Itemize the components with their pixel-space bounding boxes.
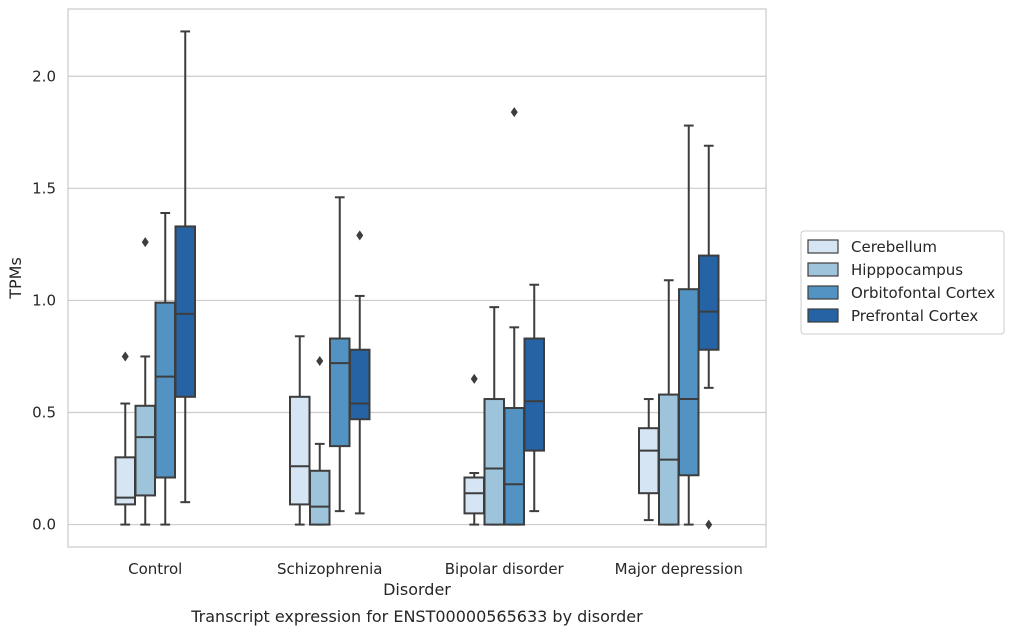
x-tick-labels: Control Schizophrenia Bipolar disorder Majo…	[128, 560, 743, 578]
legend-swatch	[807, 285, 839, 300]
legend: Cerebellum Hipppocampus Orbitofontal Corte…	[800, 230, 1005, 335]
box-iqr	[698, 254, 720, 351]
box-plot-item	[658, 279, 680, 526]
box-iqr	[463, 476, 485, 515]
box-plot-item	[638, 398, 660, 522]
box-plot-series	[114, 30, 720, 530]
box-iqr	[309, 469, 331, 526]
series-prefrontal-cortex	[174, 30, 720, 530]
legend-label: Prefrontal Cortex	[851, 307, 978, 325]
box-plot-item	[483, 306, 505, 526]
y-tick-label: 2.0	[32, 67, 56, 85]
legend-label: Cerebellum	[851, 238, 937, 256]
box-plot-item	[329, 196, 351, 513]
box-iqr	[154, 301, 176, 479]
box-plot-item	[678, 124, 700, 526]
legend-label: Orbitofontal Cortex	[851, 284, 995, 302]
outlier-point	[356, 230, 364, 241]
outlier-point	[121, 351, 129, 362]
box-plot-item	[309, 355, 331, 526]
box-plot-item	[523, 283, 545, 513]
x-tick-label: Control	[128, 560, 182, 578]
outlier-point	[316, 355, 324, 366]
box-plot-item	[698, 144, 720, 530]
legend-swatch	[807, 262, 839, 277]
box-plot-item	[503, 107, 525, 526]
y-tick-labels: 0.0 0.5 1.0 1.5 2.0	[32, 67, 56, 533]
plot-frame	[67, 8, 767, 548]
legend-frame	[800, 230, 1005, 335]
box-plot-item	[349, 230, 371, 515]
outlier-point	[510, 107, 518, 118]
series-cerebellum	[114, 335, 660, 526]
x-axis-label: Disorder	[383, 580, 451, 599]
outlier-point	[141, 237, 149, 248]
y-tick-label: 1.5	[32, 179, 56, 197]
y-tick-label: 0.5	[32, 404, 56, 422]
series-orbitofontal-cortex	[154, 107, 700, 526]
box-iqr	[174, 225, 196, 398]
box-iqr	[483, 398, 505, 526]
x-tick-label: Major depression	[615, 560, 743, 578]
box-iqr	[134, 404, 156, 497]
series-hipppocampus	[134, 237, 680, 526]
x-tick-label: Bipolar disorder	[445, 560, 565, 578]
box-plot-item	[463, 373, 485, 526]
y-tick-label: 1.0	[32, 291, 56, 309]
box-plot-item	[174, 30, 196, 504]
chart-caption: Transcript expression for ENST0000056563…	[190, 607, 643, 626]
box-iqr	[329, 337, 351, 448]
box-iqr	[289, 395, 311, 506]
box-plot-item	[154, 211, 176, 526]
box-iqr	[678, 288, 700, 477]
box-plot-item	[134, 237, 156, 526]
x-tick-label: Schizophrenia	[277, 560, 382, 578]
outlier-point	[705, 519, 713, 530]
box-iqr	[503, 407, 525, 526]
box-iqr	[523, 337, 545, 452]
box-iqr	[638, 427, 660, 495]
y-axis-label: TPMs	[6, 257, 25, 300]
legend-label: Hipppocampus	[851, 261, 963, 279]
box-iqr	[349, 348, 371, 421]
box-plot-item	[114, 351, 136, 526]
legend-swatch	[807, 308, 839, 323]
legend-swatch	[807, 239, 839, 254]
box-plot-item	[289, 335, 311, 526]
y-tick-label: 0.0	[32, 516, 56, 534]
outlier-point	[470, 373, 478, 384]
